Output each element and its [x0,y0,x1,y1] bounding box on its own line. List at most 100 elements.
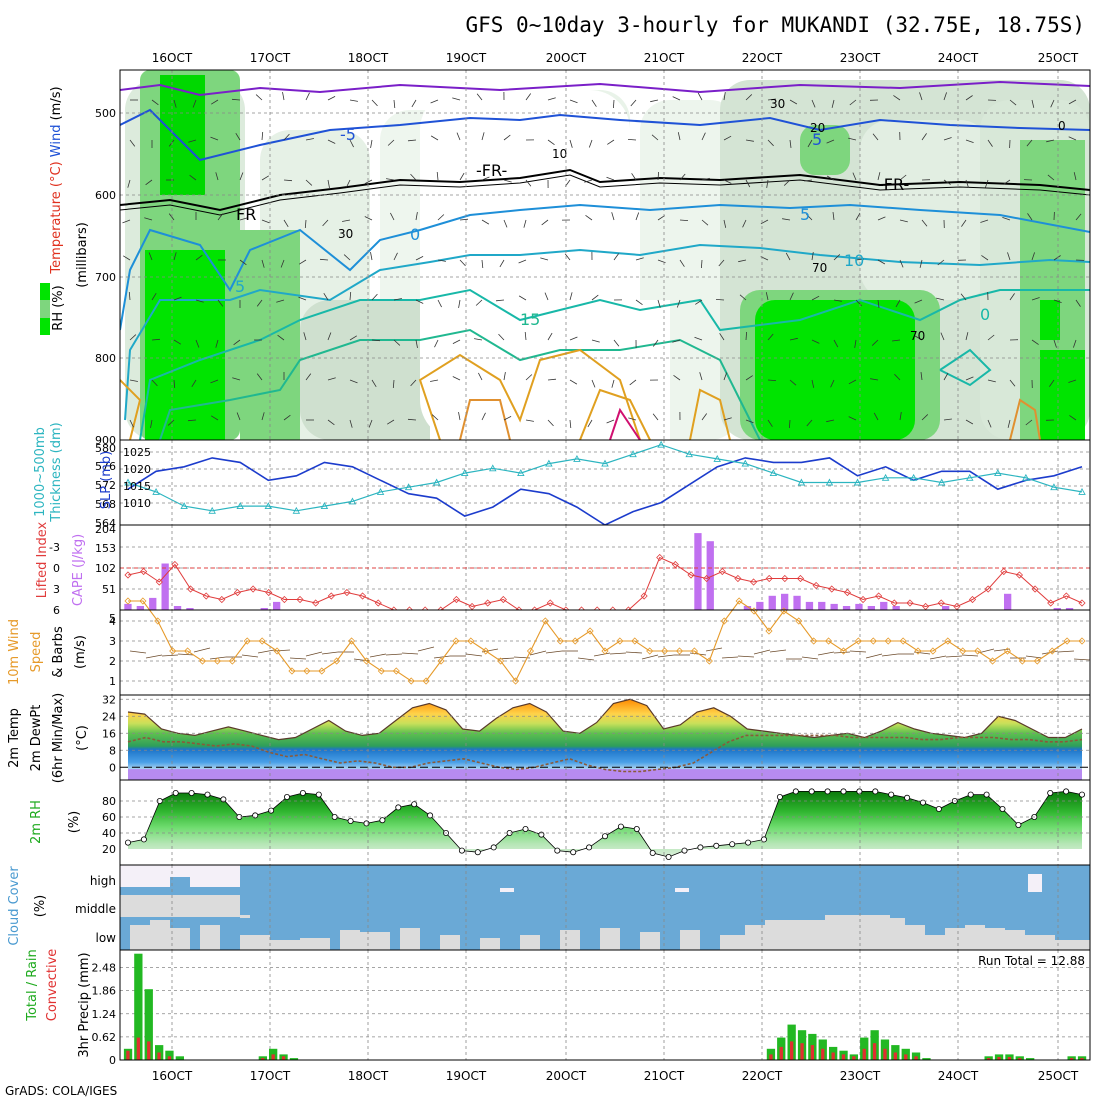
wind-barb [723,92,726,101]
wind-barb [210,136,219,141]
wind-barb [987,419,992,428]
surface-wind-barb [145,654,163,659]
label-part: (°C) [49,161,64,191]
rh-marker [1015,822,1022,829]
convective-precip-bar [831,1052,835,1060]
panel-frame [119,949,1091,1061]
cape-bar [161,563,169,610]
top-date-label: 20OCT [546,51,587,65]
li-marker [843,588,851,597]
cape-bar [260,608,268,610]
label-part: (%) [67,811,82,834]
wind-barb [848,416,857,421]
wind-barb [547,378,557,381]
cape-bar [743,606,752,610]
convective-precip-bar [281,1056,286,1060]
wind-barb [415,212,418,221]
rh-patch-bright [160,75,205,195]
wind-barb [144,217,153,221]
wind-speed-marker [705,657,713,665]
rh-marker [967,791,974,798]
wind-speed-marker [556,637,564,645]
wind-barb [852,172,857,181]
wind-barb [1026,139,1033,147]
wind-speed-marker [795,617,803,625]
wind-barb [476,93,483,101]
run-total-annotation: Run Total = 12.88 [978,954,1085,968]
wind-barb [587,419,593,428]
cape-bar [892,606,900,610]
wind-barb [745,179,751,188]
wind-barb [569,292,573,301]
wind-barb [173,252,177,261]
wind-barb [346,179,351,188]
y-tick-label: 153 [95,542,116,555]
thickness-marker [966,473,974,481]
wind-speed-marker [1003,647,1012,655]
wind-speed-marker [467,637,475,645]
faint-contour-label: 30 [770,97,785,111]
li-marker [186,585,195,593]
surface-wind-barb [961,654,979,657]
wind-barb [298,296,307,301]
thickness-slp-panel: 580 576 572 568 564 1025 1020 1015 1010 1000~500m… [33,422,1091,530]
contour-label: 5 [235,277,245,296]
li-marker [875,592,883,600]
panel-background [120,440,1090,525]
wind-barb [855,258,864,261]
label-part: 1000~500mb [33,427,48,517]
label-part: Temperature [49,191,64,274]
wind-barb [807,139,813,148]
high-cloud [675,888,689,892]
wind-barb [503,416,512,421]
rh-marker [554,847,561,854]
li-marker [671,560,679,569]
contour-label: 5 [800,205,810,224]
wind-speed-marker [318,667,326,675]
wind-barb [525,93,532,101]
total-precip-bar [922,1058,931,1060]
thickness-marker [573,454,581,462]
temp-contour-line [418,348,641,440]
rh-marker [1063,788,1070,795]
thickness-marker [685,450,693,458]
wind-ylabel: Speed [29,632,44,673]
wind-barb [855,212,861,221]
wind-barb [458,299,461,308]
wind-barb [919,259,923,268]
rh-ylabel: RH (%) [51,285,66,330]
convective-precip-bar [271,1054,275,1060]
cloud-level-label: low [96,931,117,945]
li-marker [312,599,320,607]
wind-barb [789,419,791,429]
wind-barb [255,94,263,101]
thickness-ylabel: Thickness (dm) [49,422,64,522]
y-tick-label: 500 [95,107,116,120]
rh-marker [888,791,895,798]
wind-barb [965,332,969,341]
temperature-line [127,698,1083,741]
surface-wind-barb [129,650,147,654]
faint-contour-label: 20 [810,121,825,135]
surface-wind-barb [465,653,483,657]
wind-barb [914,299,923,304]
convective-precip-bar [126,1050,130,1060]
wind-barb [232,377,241,381]
contour-label: FR [236,205,256,224]
wind-barb [745,331,747,341]
top-date-label: 23OCT [840,51,881,65]
wind-barb [826,139,835,144]
thickness-marker [376,488,385,495]
wind-barb [723,372,728,381]
wind-barb [782,218,791,221]
wind-barb [1047,174,1055,181]
wind-barb [547,332,553,341]
cape-li-panel: -3 0 3 6 204 153 102 51 Lifted Index CAPE (J/kg) [35,521,1091,617]
wind-barb [987,379,996,383]
li-marker [640,592,648,600]
wind-speed-marker [154,617,162,625]
li-marker [452,595,460,604]
wind-barb [920,372,923,381]
y-tick-label: 1 [109,675,116,688]
wind-barb [349,99,358,102]
